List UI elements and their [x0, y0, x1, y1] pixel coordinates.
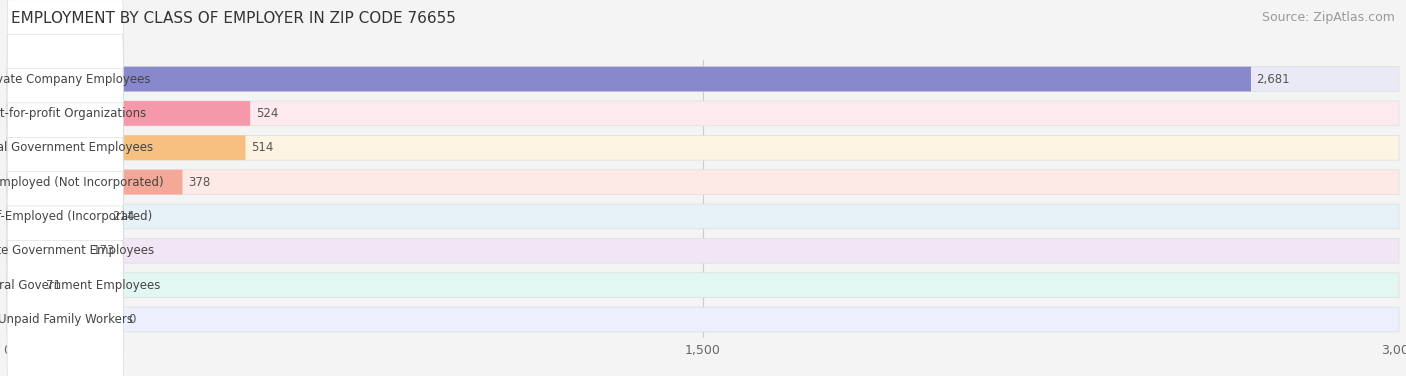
FancyBboxPatch shape [7, 101, 1399, 126]
FancyBboxPatch shape [7, 273, 1399, 297]
FancyBboxPatch shape [7, 171, 124, 330]
FancyBboxPatch shape [7, 238, 87, 263]
Text: State Government Employees: State Government Employees [0, 244, 153, 257]
FancyBboxPatch shape [7, 135, 246, 160]
Text: Local Government Employees: Local Government Employees [0, 141, 153, 154]
FancyBboxPatch shape [7, 0, 124, 158]
Text: Source: ZipAtlas.com: Source: ZipAtlas.com [1261, 11, 1395, 24]
FancyBboxPatch shape [7, 204, 107, 229]
FancyBboxPatch shape [7, 204, 1399, 229]
FancyBboxPatch shape [7, 170, 183, 194]
Text: 378: 378 [188, 176, 211, 189]
FancyBboxPatch shape [7, 67, 1251, 91]
Text: 524: 524 [256, 107, 278, 120]
FancyBboxPatch shape [7, 67, 1399, 91]
FancyBboxPatch shape [7, 170, 1399, 194]
Text: 214: 214 [112, 210, 135, 223]
Text: Self-Employed (Incorporated): Self-Employed (Incorporated) [0, 210, 152, 223]
FancyBboxPatch shape [7, 240, 124, 376]
FancyBboxPatch shape [7, 206, 124, 364]
Text: Not-for-profit Organizations: Not-for-profit Organizations [0, 107, 146, 120]
FancyBboxPatch shape [7, 34, 124, 193]
FancyBboxPatch shape [7, 68, 124, 227]
Text: 71: 71 [45, 279, 60, 292]
Text: Unpaid Family Workers: Unpaid Family Workers [0, 313, 132, 326]
Text: Private Company Employees: Private Company Employees [0, 73, 150, 86]
Text: 173: 173 [93, 244, 115, 257]
Text: Self-Employed (Not Incorporated): Self-Employed (Not Incorporated) [0, 176, 165, 189]
Text: EMPLOYMENT BY CLASS OF EMPLOYER IN ZIP CODE 76655: EMPLOYMENT BY CLASS OF EMPLOYER IN ZIP C… [11, 11, 456, 26]
Text: 0: 0 [128, 313, 136, 326]
FancyBboxPatch shape [7, 101, 250, 126]
FancyBboxPatch shape [7, 307, 1399, 332]
Text: 2,681: 2,681 [1257, 73, 1291, 86]
Text: Federal Government Employees: Federal Government Employees [0, 279, 160, 292]
FancyBboxPatch shape [7, 273, 39, 297]
FancyBboxPatch shape [7, 135, 1399, 160]
FancyBboxPatch shape [7, 137, 124, 296]
Text: 514: 514 [252, 141, 273, 154]
FancyBboxPatch shape [7, 238, 1399, 263]
FancyBboxPatch shape [7, 103, 124, 261]
